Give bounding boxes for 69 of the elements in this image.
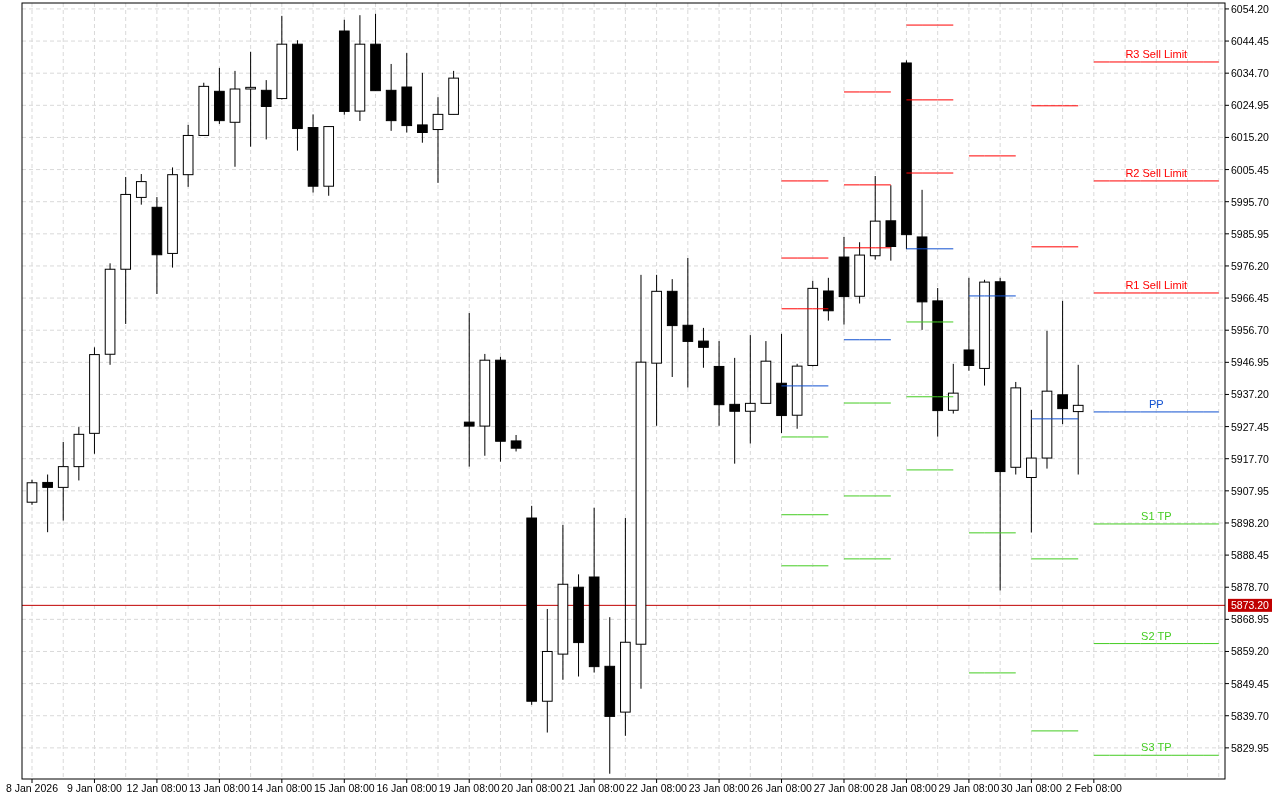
- y-tick-label: 5937.20: [1231, 388, 1270, 401]
- x-tick-label: 8 Jan 2026: [6, 782, 59, 794]
- candlestick: [417, 72, 428, 144]
- x-tick-label: 23 Jan 08:00: [688, 782, 750, 794]
- y-tick-label: 5839.70: [1231, 709, 1270, 722]
- x-tick-label: 13 Jan 08:00: [189, 782, 250, 794]
- series-label: R1 Sell Limit: [1125, 278, 1188, 291]
- series-label: S1 TP: [1141, 509, 1172, 522]
- candlestick: [1057, 300, 1068, 425]
- x-tick-label: 12 Jan 08:00: [126, 782, 188, 794]
- y-tick-label: 5868.95: [1231, 613, 1270, 626]
- candlestick: [823, 277, 834, 322]
- x-tick-label: 14 Jan 08:00: [251, 782, 313, 794]
- candlestick: [1026, 409, 1037, 534]
- y-tick-label: 6034.70: [1231, 67, 1270, 80]
- x-tick-label: 15 Jan 08:00: [313, 782, 375, 794]
- x-tick-label: 30 Jan 08:00: [1001, 782, 1062, 794]
- x-tick-label: 20 Jan 08:00: [501, 782, 563, 794]
- y-tick-label: 5985.95: [1231, 227, 1270, 240]
- candlestick: [744, 334, 756, 445]
- candlestick: [963, 277, 975, 372]
- y-tick-label: 6024.95: [1231, 99, 1270, 112]
- x-tick-label: 9 Jan 08:00: [67, 782, 123, 794]
- candlestick: [245, 51, 256, 148]
- candlestick: [1072, 364, 1084, 476]
- candlestick: [463, 312, 475, 468]
- series-label: R2 Sell Limit: [1125, 166, 1188, 179]
- x-tick-label: 28 Jan 08:00: [876, 782, 937, 794]
- ref-line-label: 5873.20: [1231, 599, 1270, 612]
- x-tick-label: 21 Jan 08:00: [563, 782, 625, 794]
- y-tick-label: 5878.70: [1231, 581, 1270, 594]
- y-tick-label: 5907.95: [1231, 484, 1270, 497]
- x-tick-label: 19 Jan 08:00: [438, 782, 500, 794]
- y-tick-label: 5888.45: [1231, 549, 1270, 562]
- y-tick-label: 5859.20: [1231, 645, 1270, 658]
- y-tick-label: 5995.70: [1231, 195, 1270, 208]
- series-label: S3 TP: [1141, 741, 1172, 754]
- y-tick-label: 6005.45: [1231, 163, 1270, 176]
- y-tick-label: 5927.45: [1231, 420, 1270, 433]
- y-tick-label: 5966.45: [1231, 292, 1270, 305]
- candlestick: [682, 257, 694, 389]
- y-tick-label: 5917.70: [1231, 452, 1270, 465]
- candlestick: [729, 357, 741, 465]
- x-tick-label: 29 Jan 08:00: [938, 782, 1000, 794]
- candlestick: [947, 363, 959, 415]
- candlestick: [26, 479, 38, 506]
- y-tick-label: 5946.95: [1231, 356, 1270, 369]
- candlestick: [432, 96, 444, 184]
- y-tick-label: 6054.20: [1231, 2, 1270, 15]
- candlestick: [42, 474, 53, 533]
- y-tick-label: 5898.20: [1231, 516, 1270, 529]
- x-tick-label: 2 Feb 08:00: [1065, 782, 1123, 794]
- candlestick: [57, 441, 69, 522]
- x-tick-label: 26 Jan 08:00: [751, 782, 813, 794]
- y-tick-label: 5976.20: [1231, 259, 1270, 272]
- candlestick: [698, 327, 709, 369]
- y-tick-label: 6044.45: [1231, 35, 1270, 48]
- series-label: PP: [1148, 397, 1164, 410]
- y-tick-label: 5849.45: [1231, 677, 1270, 690]
- series-label: R3 Sell Limit: [1125, 47, 1188, 60]
- candlestick: [260, 79, 272, 140]
- x-tick-label: 27 Jan 08:00: [813, 782, 875, 794]
- x-tick-label: 22 Jan 08:00: [626, 782, 688, 794]
- y-tick-label: 5956.70: [1231, 324, 1270, 337]
- candlestick: [135, 173, 147, 206]
- y-tick-label: 5829.95: [1231, 741, 1270, 754]
- y-tick-label: 6015.20: [1231, 131, 1270, 144]
- series-label: S2 TP: [1141, 629, 1172, 642]
- x-tick-label: 16 Jan 08:00: [376, 782, 438, 794]
